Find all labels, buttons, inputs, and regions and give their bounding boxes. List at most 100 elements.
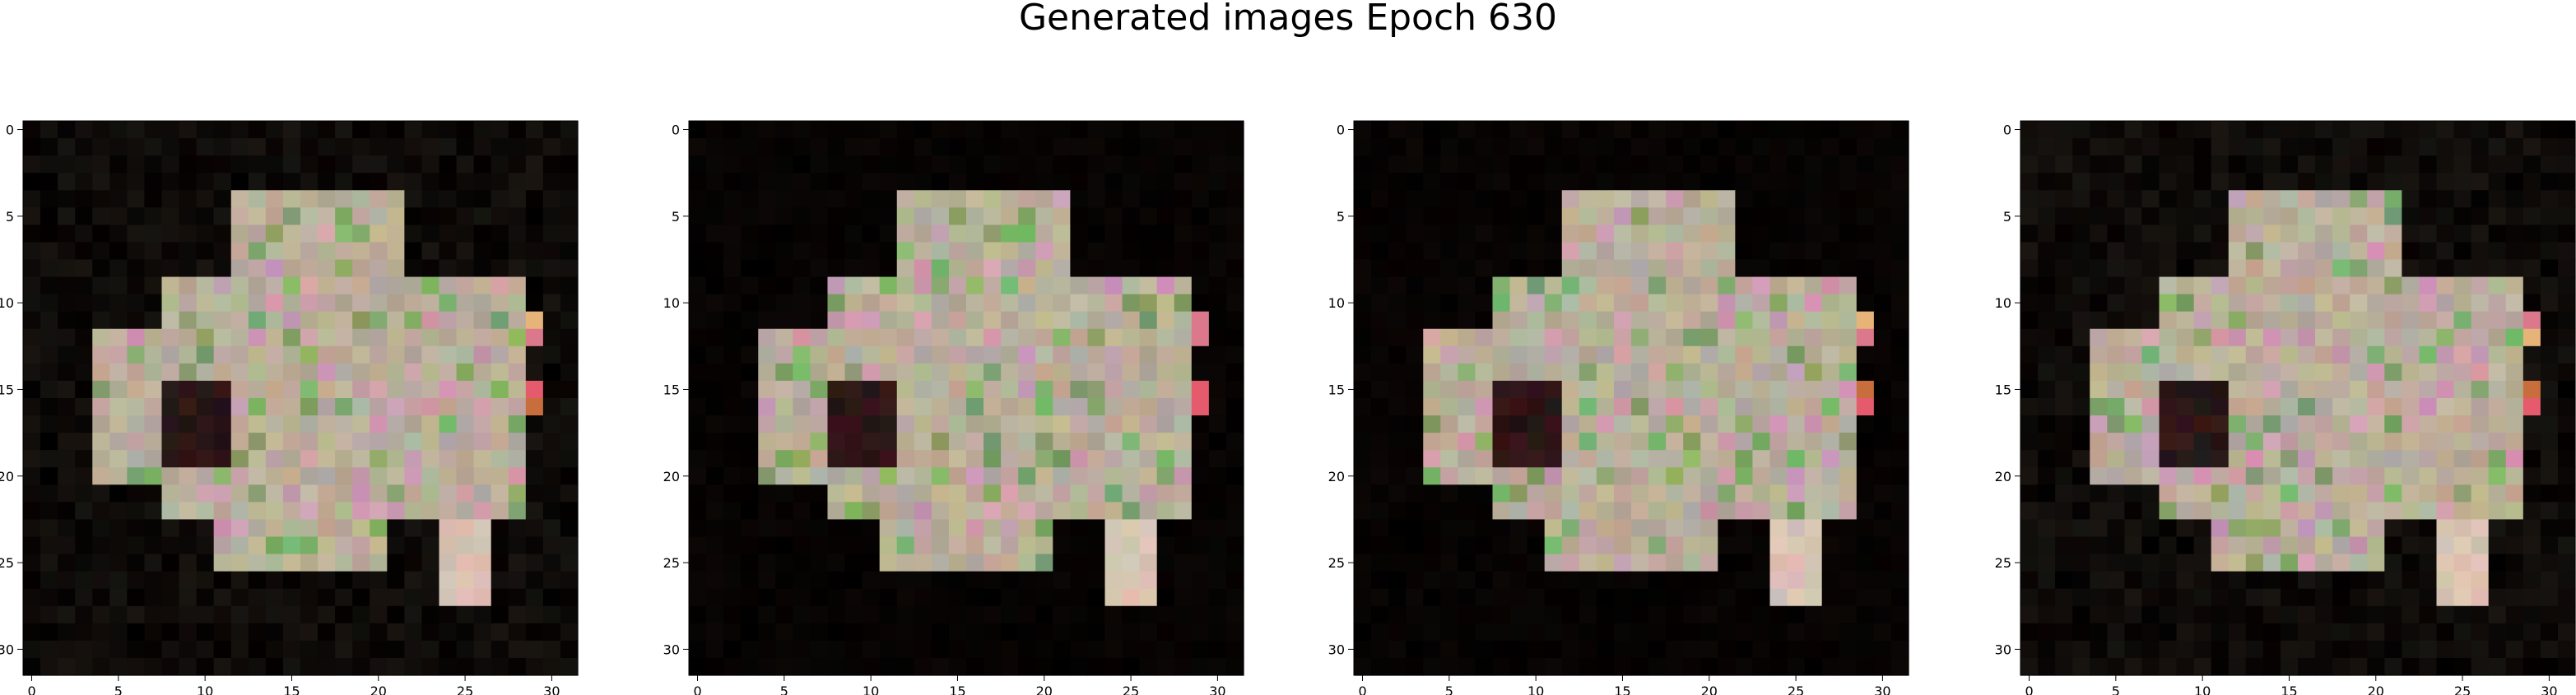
pixel — [2557, 328, 2576, 347]
pixel — [810, 311, 829, 330]
pixel — [508, 207, 527, 225]
pixel — [2245, 640, 2264, 659]
pixel — [758, 328, 776, 347]
pixel — [1035, 242, 1053, 261]
pixel — [2350, 311, 2368, 330]
pixel — [2141, 605, 2160, 624]
pixel — [2159, 173, 2178, 191]
pixel — [2211, 467, 2230, 485]
pixel — [723, 173, 742, 191]
pixel — [230, 588, 249, 607]
pixel — [456, 554, 475, 572]
pixel — [508, 225, 527, 243]
pixel — [2107, 380, 2125, 399]
pixel — [879, 519, 898, 538]
pixel — [2193, 467, 2212, 485]
pixel — [75, 207, 93, 225]
pixel — [2505, 242, 2524, 261]
pixel — [758, 259, 776, 278]
pixel — [2228, 173, 2247, 191]
pixel — [2262, 345, 2281, 364]
pixel — [706, 259, 724, 278]
pixel — [879, 467, 898, 485]
pixel — [914, 294, 932, 313]
pixel — [1225, 173, 1244, 191]
pixel — [2107, 328, 2125, 347]
pixel — [1053, 155, 1071, 174]
pixel — [525, 554, 544, 572]
pixel — [127, 363, 146, 382]
pixel — [92, 571, 110, 590]
pixel — [810, 328, 829, 347]
pixel — [2038, 190, 2056, 208]
pixel — [2228, 415, 2247, 433]
pixel — [196, 450, 215, 468]
pixel — [2176, 207, 2195, 225]
pixel — [109, 588, 128, 607]
pixel — [144, 311, 163, 330]
pixel — [58, 623, 76, 642]
pixel — [2055, 207, 2073, 225]
pixel — [248, 571, 267, 590]
pixel — [161, 502, 180, 521]
pixel — [109, 398, 128, 416]
pixel — [966, 433, 984, 451]
pixel — [439, 345, 458, 364]
pixel — [2419, 536, 2438, 555]
pixel — [2471, 571, 2490, 590]
pixel — [421, 190, 440, 208]
pixel — [2090, 259, 2108, 278]
pixel — [352, 242, 370, 261]
pixel — [2402, 519, 2420, 538]
pixel — [1087, 311, 1106, 330]
pixel — [2193, 657, 2212, 676]
pixel — [2072, 311, 2090, 330]
pixel — [525, 328, 544, 347]
pixel — [318, 554, 336, 572]
pixel — [2038, 380, 2056, 399]
pixel — [2176, 433, 2195, 451]
pixel — [473, 242, 492, 261]
pixel — [2245, 657, 2264, 676]
pixel — [2245, 536, 2264, 555]
pixel — [40, 623, 58, 642]
pixel — [300, 484, 319, 503]
pixel — [2402, 345, 2420, 364]
pixel — [741, 294, 759, 313]
pixel — [525, 138, 544, 156]
pixel — [318, 190, 336, 208]
pixel — [914, 363, 932, 382]
pixel — [1156, 519, 1175, 538]
pixel — [508, 242, 527, 261]
pixel — [2436, 398, 2455, 416]
pixel — [793, 276, 811, 295]
pixel — [810, 415, 829, 433]
pixel — [491, 415, 509, 433]
pixel — [213, 207, 232, 225]
pixel — [896, 242, 915, 261]
pixel — [370, 640, 388, 659]
pixel — [2488, 328, 2507, 347]
pixel — [161, 294, 180, 313]
pixel — [335, 173, 353, 191]
y-tick: 10 — [1995, 295, 2020, 311]
pixel — [2557, 380, 2576, 399]
pixel — [144, 207, 163, 225]
pixel — [2367, 328, 2385, 347]
pixel — [2055, 450, 2073, 468]
pixel — [144, 138, 163, 156]
pixel — [931, 138, 950, 156]
pixel — [983, 121, 1002, 139]
pixel — [439, 467, 458, 485]
pixel — [2193, 276, 2212, 295]
pixel — [75, 294, 93, 313]
pixel — [1139, 484, 1158, 503]
pixel — [2557, 605, 2576, 624]
pixel — [1156, 380, 1175, 399]
pixel — [300, 657, 319, 676]
pixel — [352, 259, 370, 278]
pixel — [931, 554, 950, 572]
pixel — [2038, 502, 2056, 521]
pixel — [2245, 345, 2264, 364]
pixel — [2107, 121, 2125, 139]
